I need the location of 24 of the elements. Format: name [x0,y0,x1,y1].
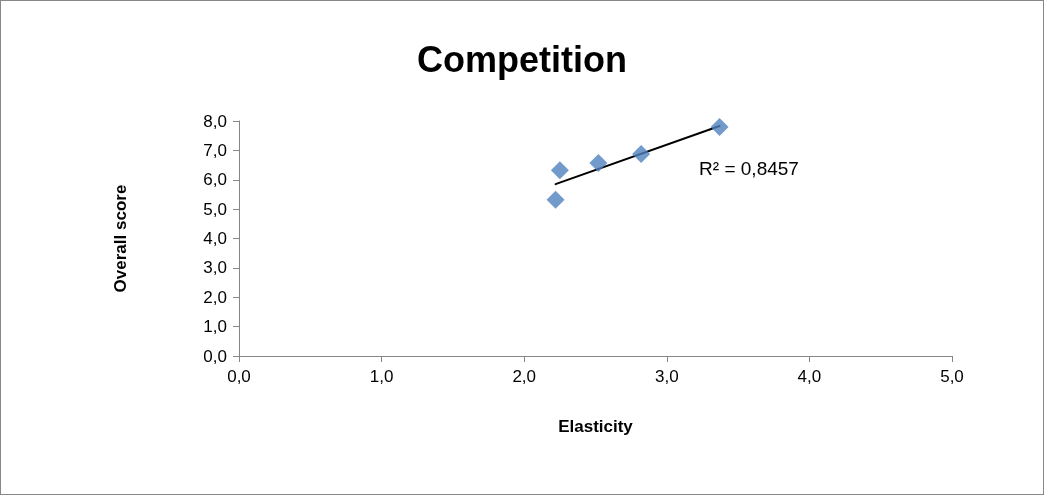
point [632,144,651,163]
y-tick-label: 4,0 [203,229,227,248]
chart-title: Competition [417,38,627,80]
point [710,117,729,136]
x-tick-label: 4,0 [797,367,822,386]
y-tick-label: 3,0 [203,258,227,278]
y-axis-title: Overall score [111,184,130,293]
y-tick-label: 1,0 [203,317,227,337]
y-tick-label: 8,0 [203,111,227,131]
x-tick-label: 5,0 [940,367,964,386]
y-tick-label: 7,0 [203,140,227,160]
annotation: R² = 0,8457 [699,157,799,179]
x-tick-label: 2,0 [512,367,537,386]
point [546,190,565,209]
point [589,154,608,173]
x-tick-label: 3,0 [654,367,679,386]
point [550,161,569,180]
x-axis-title: Elasticity [558,417,634,436]
x-tick-label: 1,0 [369,367,394,386]
y-tick-label: 2,0 [203,287,227,307]
y-tick-label: 0,0 [203,346,227,366]
y-tick-label: 5,0 [203,199,227,219]
y-tick-label: 6,0 [203,170,227,190]
x-tick-label: 0,0 [227,367,251,386]
